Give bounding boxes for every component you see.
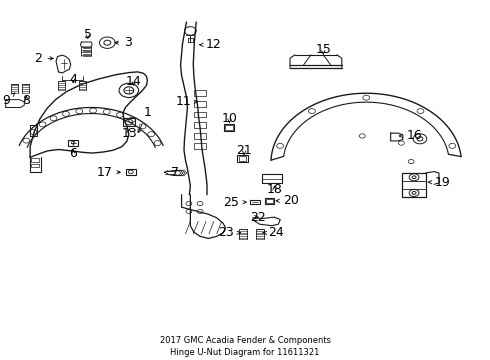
Text: 25: 25 [223, 196, 246, 209]
Text: 17: 17 [97, 166, 120, 179]
Text: 7: 7 [165, 166, 179, 179]
Bar [225, 125, 233, 130]
Bar [194, 133, 206, 139]
Bar [126, 169, 136, 175]
Text: 2: 2 [34, 52, 53, 65]
Text: 22: 22 [250, 211, 266, 224]
Text: 14: 14 [126, 75, 142, 87]
Bar [194, 143, 206, 149]
Bar [194, 90, 206, 96]
Bar [265, 198, 274, 204]
Text: 10: 10 [221, 112, 237, 125]
Bar [239, 156, 246, 161]
Text: 23: 23 [219, 226, 241, 239]
Bar [194, 112, 206, 117]
Text: 15: 15 [315, 43, 331, 56]
Bar [194, 101, 206, 107]
Text: 3: 3 [115, 36, 132, 49]
Bar [266, 199, 273, 203]
Text: 12: 12 [200, 38, 222, 51]
Bar [250, 200, 260, 204]
Bar [262, 174, 282, 183]
Text: 16: 16 [399, 130, 422, 143]
Text: 4: 4 [69, 72, 77, 86]
Text: 13: 13 [122, 127, 137, 140]
Bar [194, 122, 206, 128]
Bar [402, 173, 426, 197]
Text: 20: 20 [276, 194, 299, 207]
Bar [223, 124, 234, 131]
Text: 21: 21 [236, 144, 252, 157]
Bar [68, 140, 78, 146]
Text: 18: 18 [267, 183, 282, 196]
Text: 6: 6 [69, 147, 77, 160]
Text: 1: 1 [138, 106, 151, 132]
Text: 24: 24 [263, 226, 284, 239]
Bar [31, 164, 39, 167]
Text: 19: 19 [428, 176, 450, 189]
Bar [31, 158, 39, 162]
Text: 8: 8 [22, 94, 30, 107]
Text: 5: 5 [84, 28, 92, 41]
Text: 2017 GMC Acadia Fender & Components
Hinge U-Nut Diagram for 11611321: 2017 GMC Acadia Fender & Components Hing… [160, 336, 331, 357]
Bar [237, 155, 248, 162]
Bar [123, 118, 135, 126]
Text: 11: 11 [175, 95, 197, 108]
Text: 9: 9 [2, 93, 15, 107]
